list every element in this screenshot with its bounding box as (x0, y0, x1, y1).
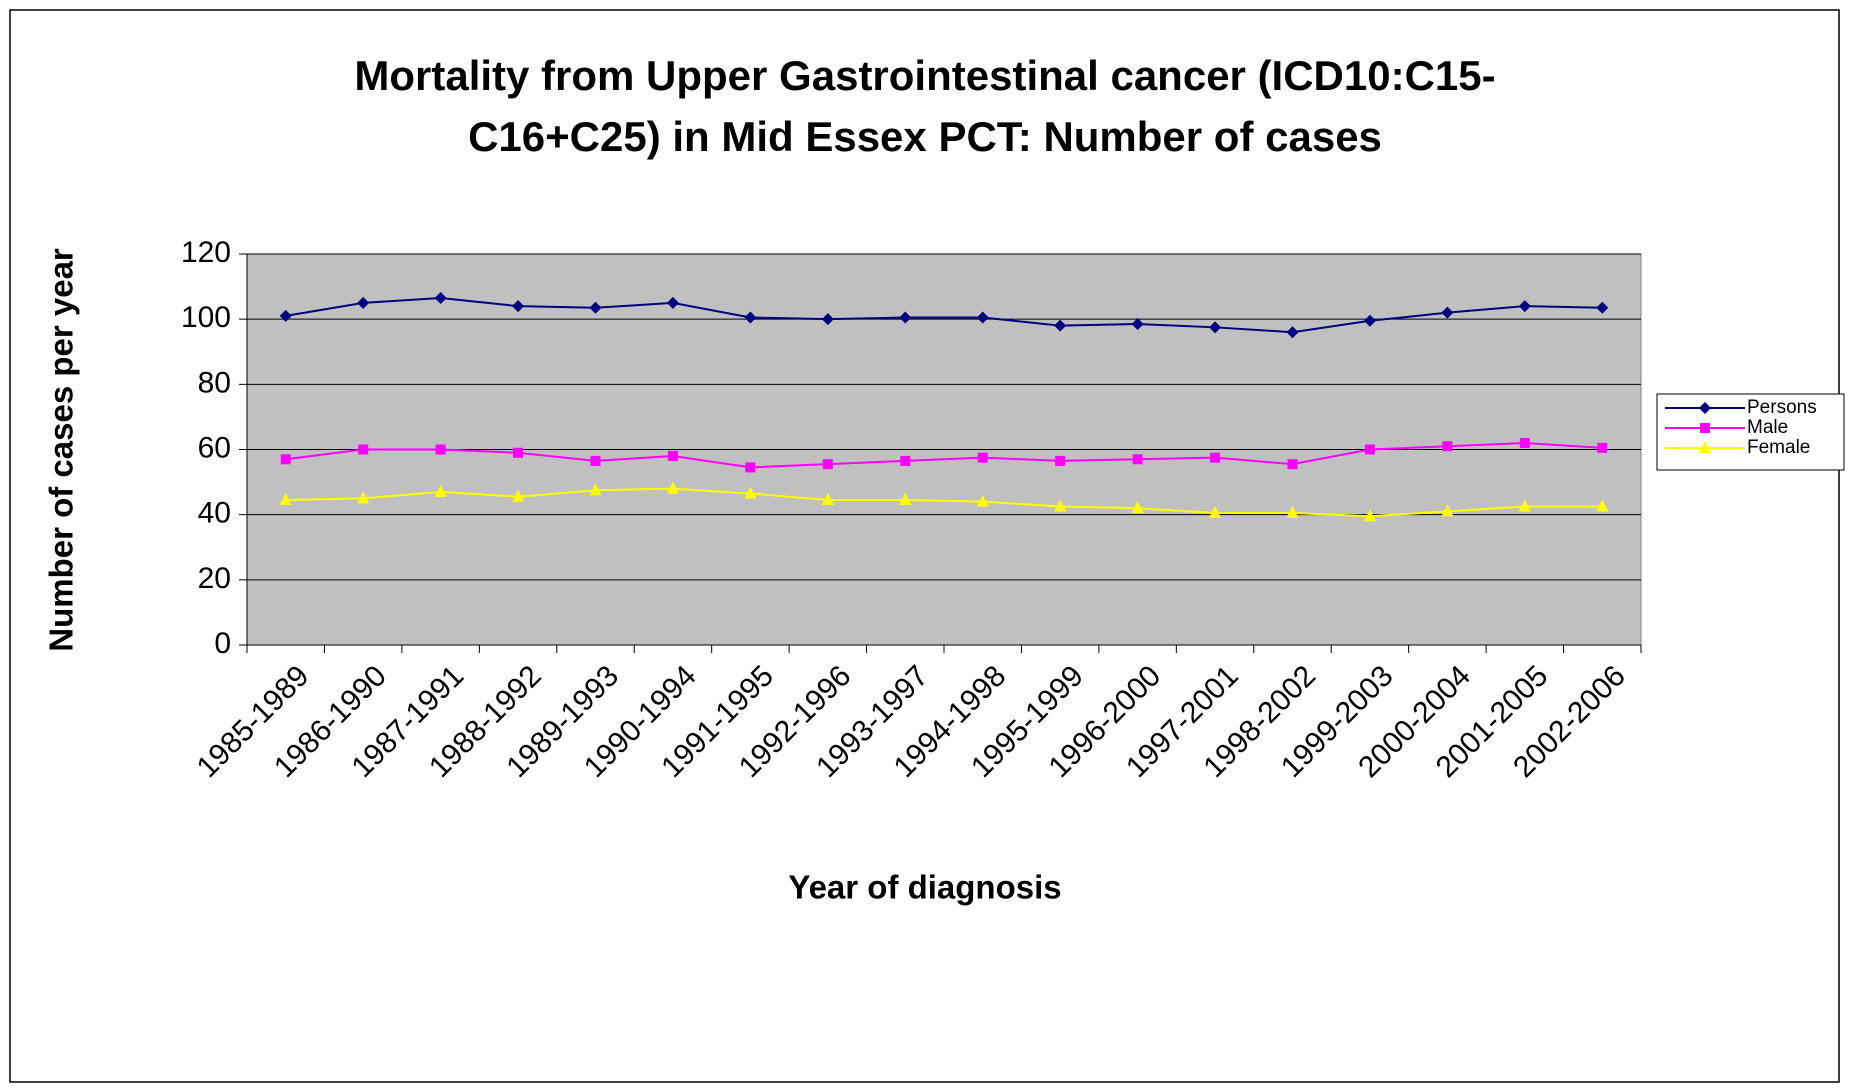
marker (1054, 499, 1067, 512)
y-tick-label: 80 (198, 366, 231, 399)
marker (1363, 314, 1376, 327)
marker (1518, 499, 1531, 512)
marker (1363, 509, 1376, 522)
marker (976, 311, 989, 324)
marker (1210, 452, 1221, 463)
marker (279, 493, 292, 506)
marker (434, 484, 447, 497)
marker (279, 309, 292, 322)
marker (1519, 437, 1530, 448)
marker (977, 452, 988, 463)
series-line (285, 487, 1603, 518)
marker (667, 451, 678, 462)
marker (513, 447, 524, 458)
marker (1597, 442, 1608, 453)
marker (899, 493, 912, 506)
y-axis-label: Number of cases per year (43, 248, 80, 652)
marker (434, 291, 447, 304)
marker (1596, 499, 1609, 512)
marker (1596, 301, 1609, 314)
marker (821, 313, 834, 326)
y-tick-label: 40 (198, 497, 231, 530)
chart-title: C16+C25) in Mid Essex PCT: Number of cas… (468, 113, 1382, 160)
marker (1286, 326, 1299, 339)
marker (358, 444, 369, 455)
series (279, 291, 1609, 339)
marker (666, 481, 679, 494)
marker (1131, 318, 1144, 331)
marker (744, 311, 757, 324)
legend-label: Male (1747, 417, 1788, 438)
y-tick-label: 60 (198, 431, 231, 464)
marker (666, 296, 679, 309)
series-line (285, 441, 1603, 469)
legend-label: Female (1747, 437, 1810, 458)
marker (1441, 504, 1454, 517)
marker (590, 455, 601, 466)
marker (1700, 423, 1710, 433)
marker (1286, 506, 1299, 519)
marker (435, 444, 446, 455)
marker (1055, 455, 1066, 466)
marker (744, 486, 757, 499)
marker (589, 301, 602, 314)
marker (512, 300, 525, 313)
marker (900, 455, 911, 466)
marker (1699, 441, 1711, 453)
marker (899, 311, 912, 324)
y-tick-label: 120 (181, 236, 231, 269)
marker (1518, 300, 1531, 313)
marker (1699, 402, 1711, 414)
marker (1132, 454, 1143, 465)
marker (512, 489, 525, 502)
y-tick-label: 20 (198, 562, 231, 595)
marker (1054, 319, 1067, 332)
marker (589, 483, 602, 496)
marker (1131, 501, 1144, 514)
marker (1441, 306, 1454, 319)
marker (822, 459, 833, 470)
marker (821, 493, 834, 506)
series (279, 481, 1609, 522)
series (280, 437, 1608, 473)
legend-box (1656, 393, 1845, 471)
series-line (285, 296, 1603, 334)
legend-label: Persons (1747, 397, 1817, 418)
marker (357, 491, 370, 504)
y-tick-label: 100 (181, 301, 231, 334)
marker (1287, 459, 1298, 470)
marker (357, 296, 370, 309)
marker (1364, 444, 1375, 455)
x-axis-label: Year of diagnosis (788, 869, 1061, 906)
marker (280, 454, 291, 465)
chart-title: Mortality from Upper Gastrointestinal ca… (354, 52, 1495, 99)
y-tick-label: 0 (214, 627, 231, 660)
marker (1209, 321, 1222, 334)
marker (976, 494, 989, 507)
marker (1442, 441, 1453, 452)
marker (1209, 506, 1222, 519)
marker (745, 462, 756, 473)
